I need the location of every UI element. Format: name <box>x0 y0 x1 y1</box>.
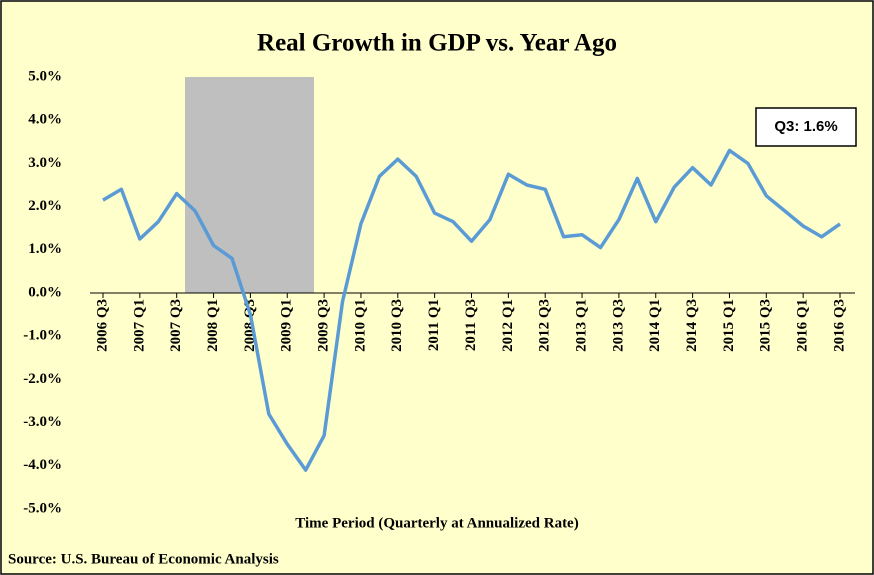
x-tick-label: 2011 Q3 <box>463 299 479 351</box>
x-tick-label: 2006 Q3 <box>94 299 110 352</box>
x-tick-label: 2012 Q3 <box>537 299 553 352</box>
x-tick-label: 2013 Q1 <box>573 299 589 352</box>
chart-title: Real Growth in GDP vs. Year Ago <box>257 30 617 57</box>
y-tick-label: 4.0% <box>28 112 62 128</box>
y-tick-label: -3.0% <box>23 414 62 430</box>
y-tick-label: -5.0% <box>23 500 62 516</box>
x-tick-label: 2010 Q1 <box>352 299 368 352</box>
x-tick-label: 2010 Q3 <box>389 299 405 352</box>
x-tick-label: 2008 Q1 <box>205 299 221 352</box>
x-tick-label: 2014 Q3 <box>684 299 700 352</box>
annotation: Q3: 1.6% <box>774 118 837 135</box>
y-tick-label: -2.0% <box>23 371 62 387</box>
y-tick-label: 0.0% <box>28 284 62 300</box>
recession-shade <box>185 77 314 293</box>
x-tick-label: 2014 Q1 <box>647 299 663 352</box>
x-tick-label: 2009 Q1 <box>279 299 295 352</box>
x-tick-label: 2015 Q1 <box>721 299 737 352</box>
x-tick-label: 2013 Q3 <box>610 299 626 352</box>
y-tick-label: 2.0% <box>28 198 62 214</box>
x-axis-label: Time Period (Quarterly at Annualized Rat… <box>295 515 578 531</box>
y-tick-label: 1.0% <box>28 241 62 257</box>
data-line <box>102 148 842 472</box>
x-tick-label: 2015 Q3 <box>758 299 774 352</box>
annotation-box <box>755 107 857 147</box>
x-tick-label: 2007 Q3 <box>168 299 184 352</box>
x-tick-label: 2016 Q1 <box>795 299 811 352</box>
x-tick-label: 2011 Q1 <box>426 299 442 351</box>
y-tick-label: -4.0% <box>23 457 62 473</box>
source-note: Source: U.S. Bureau of Economic Analysis <box>8 551 279 567</box>
y-tick-label: -1.0% <box>23 328 62 344</box>
y-tick-label: 5.0% <box>28 68 62 84</box>
x-tick-label: 2012 Q1 <box>500 299 516 352</box>
x-tick-label: 2009 Q3 <box>316 299 332 352</box>
y-tick-label: 3.0% <box>28 155 62 171</box>
x-tick-label: 2016 Q3 <box>831 299 847 352</box>
x-tick-label: 2007 Q1 <box>131 299 147 352</box>
